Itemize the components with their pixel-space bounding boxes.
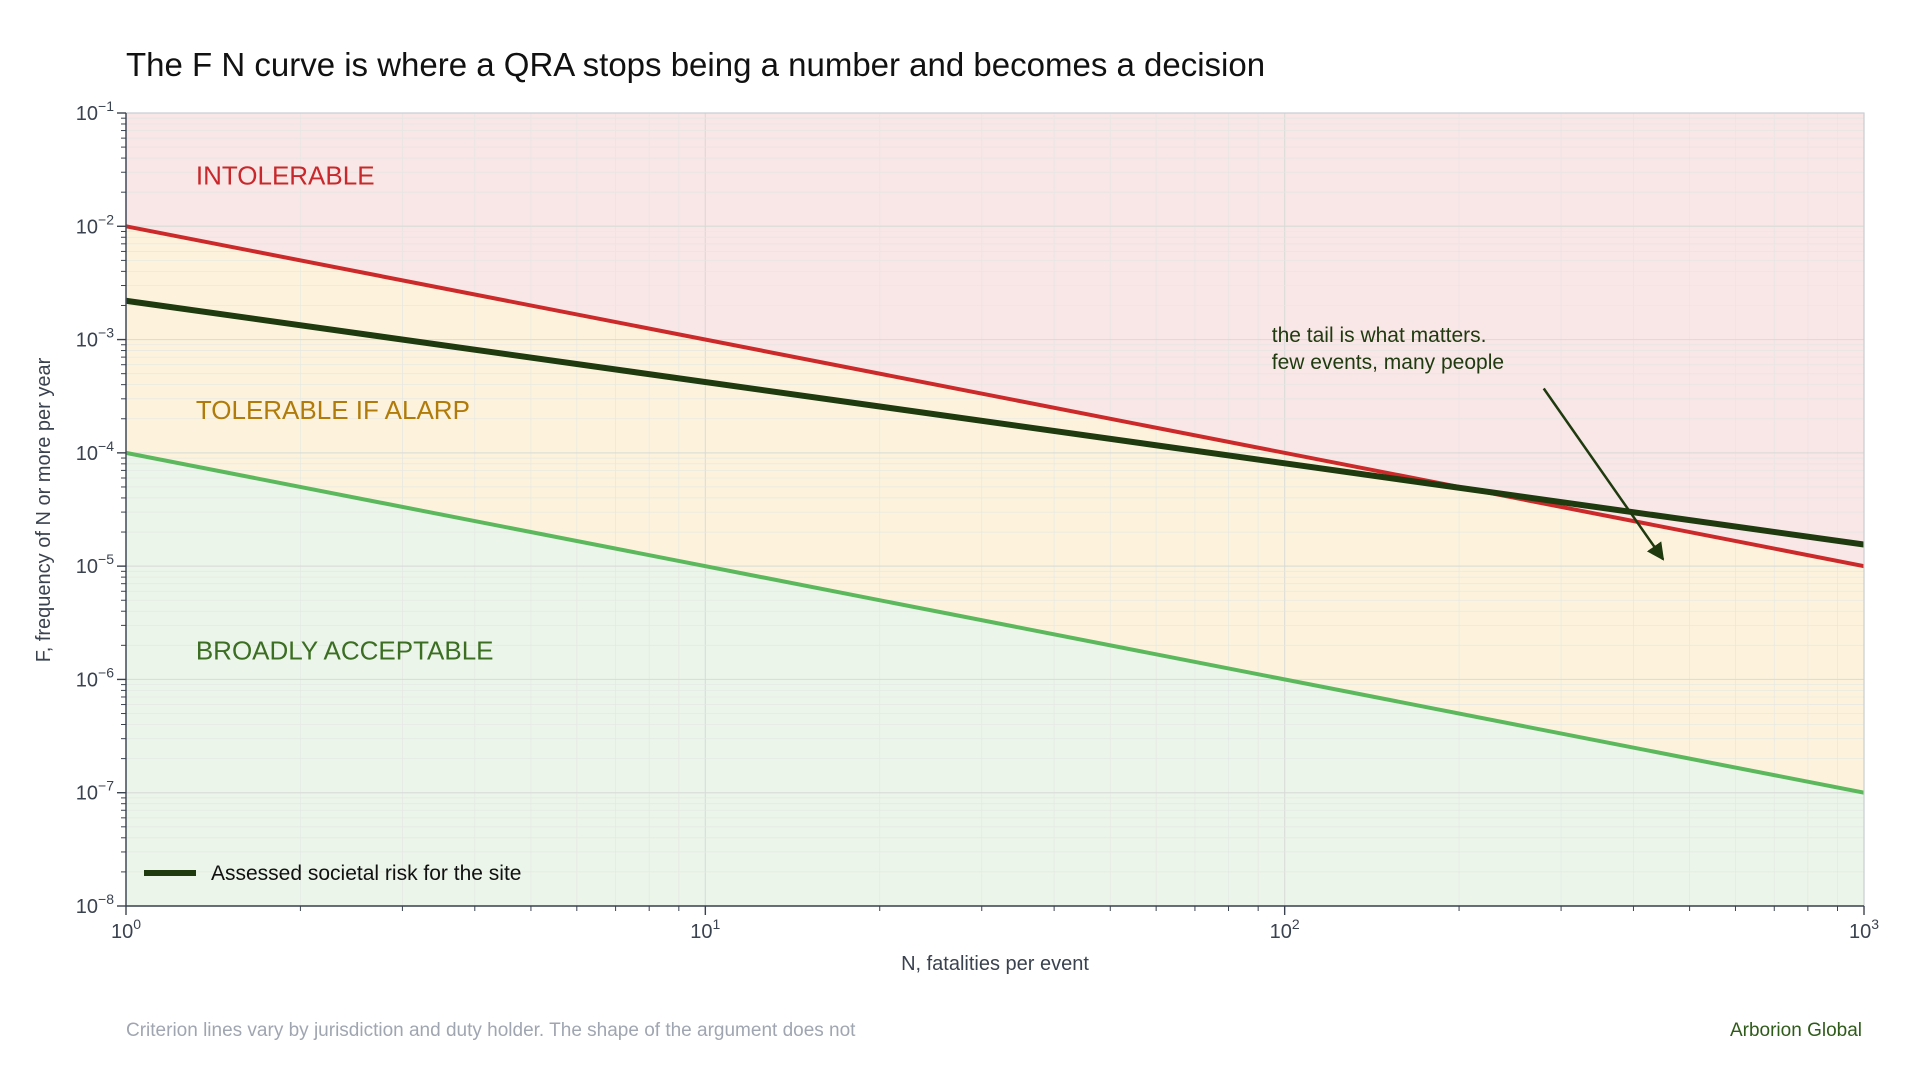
x-axis-label: N, fatalities per event	[901, 953, 1089, 975]
broadly-acceptable-criterion-line	[126, 450, 1864, 795]
y-axis-label: F, frequency of N or more per year	[33, 357, 55, 662]
x-tick-label: 102	[1270, 916, 1300, 943]
y-tick-label: 10−3	[76, 325, 114, 352]
annotation-arrow	[1542, 387, 1665, 561]
intolerable-criterion-line	[126, 224, 1864, 569]
footer-brand: Arborion Global	[1729, 1020, 1862, 1041]
region-tolerable-alarp	[126, 226, 1864, 793]
y-tick-label: 10−1	[76, 98, 114, 125]
y-tick-label: 10−6	[76, 664, 114, 691]
region-label-broadly-acceptable: BROADLY ACCEPTABLE	[196, 636, 494, 666]
assessed-risk-series-line	[126, 297, 1864, 548]
y-tick-label: 10−4	[76, 438, 114, 465]
y-tick-label: 10−5	[76, 551, 114, 578]
footer-note: Criterion lines vary by jurisdiction and…	[126, 1020, 856, 1041]
y-tick-label: 10−7	[76, 778, 114, 805]
legend-label: Assessed societal risk for the site	[211, 862, 521, 885]
x-tick-label: 101	[690, 916, 720, 943]
chart-title: The F N curve is where a QRA stops being…	[126, 46, 1266, 83]
x-tick-label: 103	[1849, 916, 1879, 943]
region-label-intolerable: INTOLERABLE	[196, 161, 375, 191]
y-tick-label: 10−2	[76, 211, 114, 238]
region-label-tolerable-alarp: TOLERABLE IF ALARP	[196, 395, 470, 425]
x-tick-label: 100	[111, 916, 141, 943]
y-tick-label: 10−8	[76, 891, 114, 918]
annotation-text-line: the tail is what matters.	[1272, 324, 1487, 347]
annotation-text-line: few events, many people	[1272, 351, 1504, 374]
